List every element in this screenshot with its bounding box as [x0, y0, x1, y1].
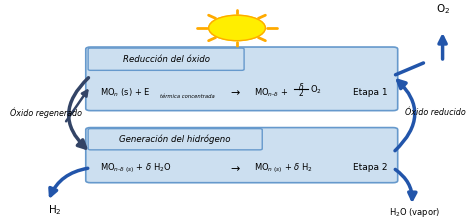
Text: O$_2$: O$_2$	[436, 2, 450, 16]
Text: O$_2$: O$_2$	[310, 84, 322, 96]
Text: Etapa 1: Etapa 1	[353, 88, 387, 97]
Text: Etapa 2: Etapa 2	[353, 163, 387, 172]
Text: 2: 2	[299, 88, 304, 97]
Text: MO$_{n\ (s)}$ + $\delta$ H$_2$: MO$_{n\ (s)}$ + $\delta$ H$_2$	[254, 161, 313, 175]
Text: Óxido regenerado: Óxido regenerado	[10, 108, 82, 118]
FancyBboxPatch shape	[86, 128, 398, 183]
Text: Óxido reducido: Óxido reducido	[405, 108, 466, 117]
FancyBboxPatch shape	[88, 48, 244, 70]
Text: $\rightarrow$: $\rightarrow$	[228, 163, 240, 173]
Text: MO$_{n\text{-}\delta}$ +: MO$_{n\text{-}\delta}$ +	[254, 86, 288, 99]
Text: $\delta$: $\delta$	[298, 81, 304, 92]
Text: $\rightarrow$: $\rightarrow$	[228, 88, 240, 98]
Circle shape	[209, 15, 265, 41]
Text: Generación del hidrógeno: Generación del hidrógeno	[119, 134, 231, 144]
Text: MO$_{n\text{-}\delta\ (s)}$ + $\delta$ H$_2$O: MO$_{n\text{-}\delta\ (s)}$ + $\delta$ H…	[100, 161, 172, 175]
FancyBboxPatch shape	[88, 129, 262, 150]
Text: H$_2$: H$_2$	[48, 203, 62, 217]
Text: Reducción del óxido: Reducción del óxido	[123, 55, 210, 64]
FancyBboxPatch shape	[86, 47, 398, 111]
Text: MO$_n$ (s) + E: MO$_n$ (s) + E	[100, 86, 151, 99]
Text: térmica concentrada: térmica concentrada	[160, 94, 215, 99]
Text: H$_2$O (vapor): H$_2$O (vapor)	[389, 206, 440, 219]
